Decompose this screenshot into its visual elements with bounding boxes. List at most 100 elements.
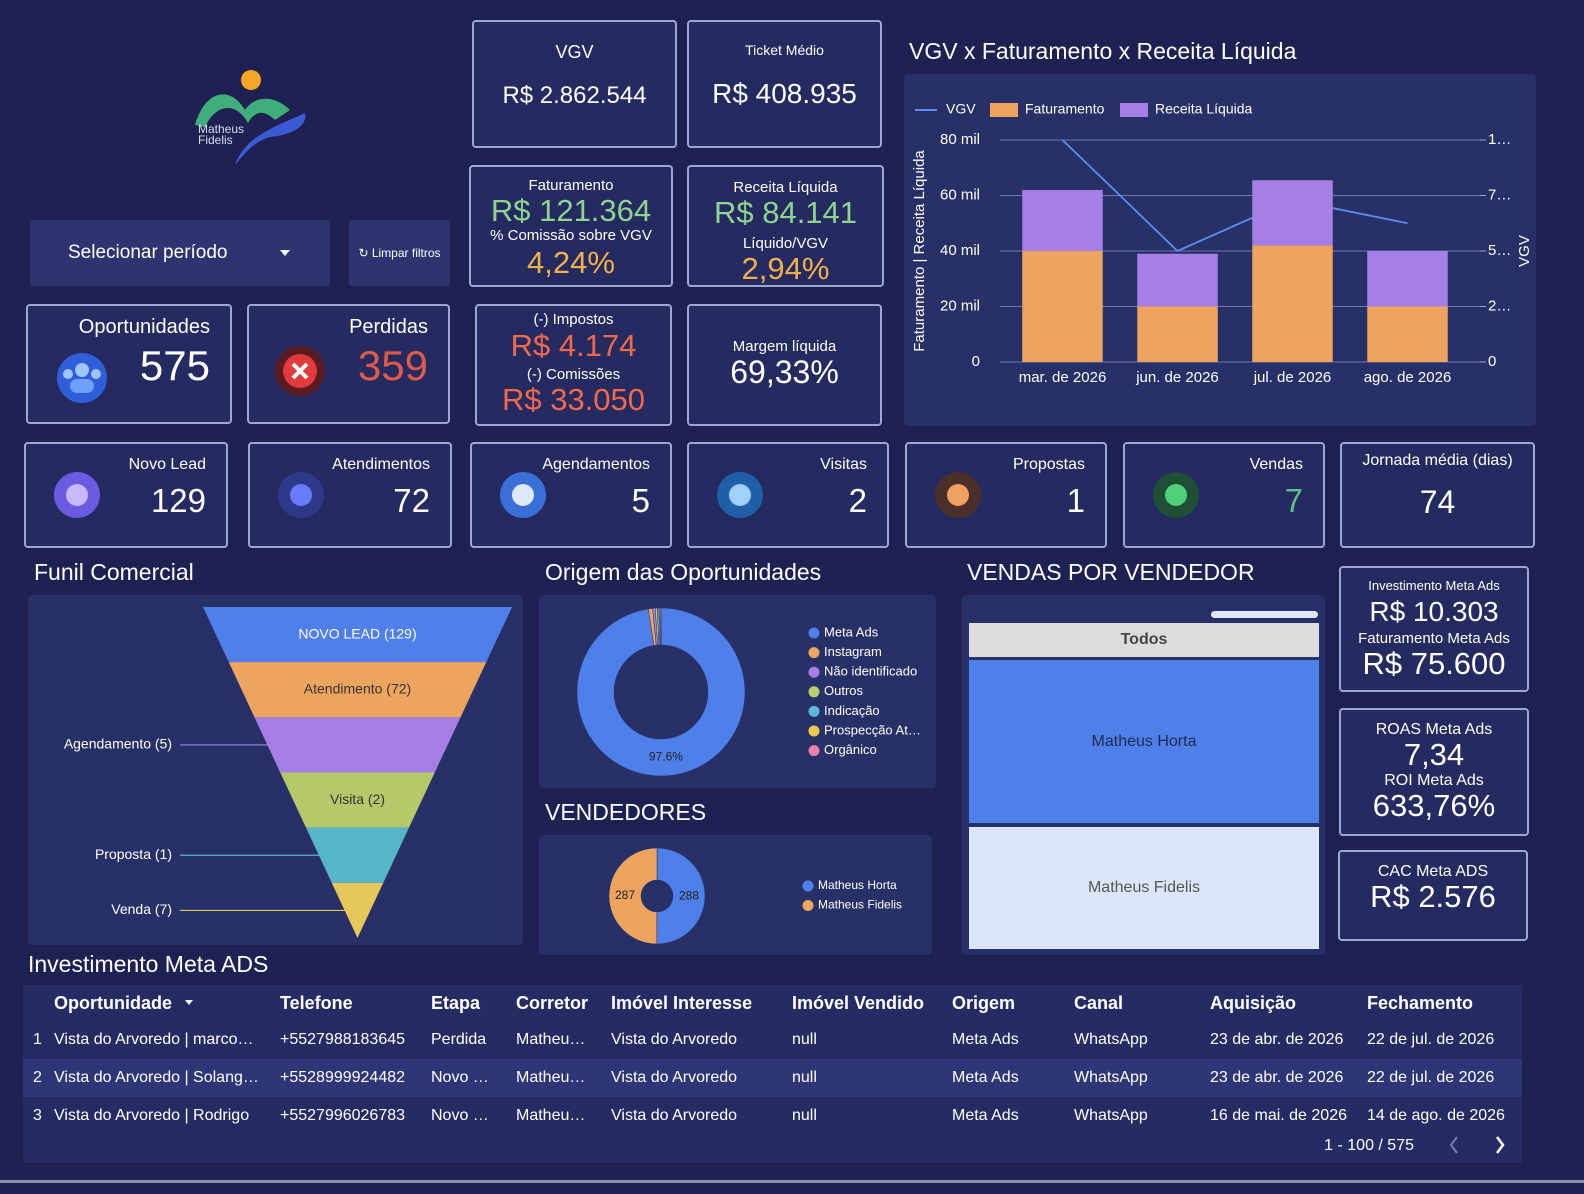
logo-dot <box>241 70 261 90</box>
stage-icon <box>1153 472 1199 518</box>
legend-label: Indicação <box>824 703 880 718</box>
bottom-bar <box>0 1180 1584 1183</box>
column-header: Telefone <box>280 993 353 1013</box>
sort-icon[interactable] <box>185 1000 193 1006</box>
column-header: Imóvel Vendido <box>792 993 925 1013</box>
kpi-label: (-) Impostos <box>533 311 614 328</box>
kpi-label: Faturamento <box>528 177 614 194</box>
table-cell: 23 de abr. de 2026 <box>1210 1069 1344 1086</box>
logo-swoosh <box>235 113 306 165</box>
stage-card: Visitas 2 <box>687 442 889 548</box>
stage-icon <box>935 472 981 518</box>
stage-value: 1 <box>1066 482 1085 519</box>
stage-label: Propostas <box>1012 456 1085 473</box>
stage-label: Jornada média (dias) <box>1362 452 1513 469</box>
legend-swatch <box>808 686 820 698</box>
period-select[interactable]: Selecionar período <box>30 220 330 286</box>
legend-label: Matheus Fidelis <box>818 898 902 912</box>
table-cell: Vista do Arvoredo | Solang… <box>54 1069 259 1086</box>
stage-value: 2 <box>848 482 867 519</box>
legend-swatch <box>808 725 820 737</box>
kpi-card: Receita Líquida R$ 84.141 Líquido/VGV 2,… <box>687 165 884 287</box>
kpi-label: Faturamento Meta Ads <box>1358 630 1510 647</box>
table-cell: Meta Ads <box>952 1069 1019 1086</box>
table-cell: Vista do Arvoredo | marco… <box>54 1031 254 1048</box>
origem-chart: 97.6% Meta Ads Instagram Não identificado Ou… <box>576 607 921 777</box>
kpi-label: Investimento Meta Ads <box>1368 578 1500 593</box>
y-tick-label: 40 mil <box>940 242 980 259</box>
stage-card: Propostas 1 <box>905 442 1107 548</box>
sort-arrow <box>185 1000 193 1005</box>
kpi-card: Margem líquida 69,33% <box>687 304 882 426</box>
kpi-card: VGV R$ 2.862.544 <box>472 20 677 148</box>
table-cell: Vista do Arvoredo | Rodrigo <box>54 1107 250 1124</box>
table-cell: 22 de jul. de 2026 <box>1367 1069 1495 1086</box>
kpi-value: 7,34 <box>1403 737 1465 772</box>
kpi-card: Faturamento R$ 121.364 % Comissão sobre … <box>469 165 673 287</box>
pie-slice <box>656 847 706 945</box>
kpi-value: R$ 2.862.544 <box>502 82 647 109</box>
kpi-label: CAC Meta ADS <box>1377 863 1489 880</box>
column-header: Origem <box>952 993 1016 1013</box>
table-row: 3 Vista do Arvoredo | Rodrigo +55279960267… <box>23 1097 1522 1135</box>
y-tick-label: 20 mil <box>940 297 980 314</box>
kpi-value: R$ 408.935 <box>712 78 857 109</box>
table-cell: Vista do Arvoredo <box>611 1107 738 1124</box>
clear-filters[interactable]: ↻ Limpar filtros <box>349 220 450 286</box>
scrollbar[interactable] <box>1211 611 1318 618</box>
legend-label: Receita Líquida <box>1155 101 1253 117</box>
kpi-label: ROI Meta Ads <box>1384 772 1484 789</box>
column-header: Canal <box>1074 993 1124 1013</box>
table-cell: WhatsApp <box>1074 1031 1148 1048</box>
bar <box>1137 306 1218 362</box>
y-tick-label: 80 mil <box>940 131 980 148</box>
seller-block[interactable]: Matheus Horta <box>969 660 1319 823</box>
legend-swatch <box>802 880 814 892</box>
stage-value: 7 <box>1284 482 1303 519</box>
stage-icon <box>717 472 763 518</box>
pie-slice <box>659 607 662 646</box>
table-cell: Matheu… <box>516 1107 586 1124</box>
x-tick-label: ago. de 2026 <box>1364 369 1452 386</box>
y2-tick-label: 2… <box>1488 297 1511 314</box>
stage-value: 74 <box>1419 484 1456 520</box>
data-table: 1 - 100 / 575 Oportunidade Telefone Etapa C… <box>23 985 1522 1163</box>
logo-text: Fidelis <box>198 133 233 147</box>
row-index: 3 <box>33 1107 42 1124</box>
logo-wave <box>195 94 290 127</box>
seller-block[interactable]: Matheus Fidelis <box>969 827 1319 949</box>
x-tick-label: jun. de 2026 <box>1135 369 1219 386</box>
clear-label: ↻ Limpar filtros <box>358 246 441 260</box>
funnel-label: Venda (7) <box>111 901 172 917</box>
slice-label: 97.6% <box>649 749 683 763</box>
legend-label: Meta Ads <box>824 624 879 639</box>
legend-label: Prospecção At… <box>824 722 921 737</box>
funnel-label: Visita (2) <box>330 791 385 807</box>
funnel-segment <box>306 827 409 883</box>
kpi-value: R$ 10.303 <box>1369 596 1499 627</box>
funnel-segment <box>331 882 384 938</box>
section-title: Funil Comercial <box>34 559 194 585</box>
kpi-label: Receita Líquida <box>733 179 838 196</box>
stage-value: 129 <box>150 482 206 519</box>
table-cell: Vista do Arvoredo <box>611 1031 738 1048</box>
kpi-value: R$ 121.364 <box>490 193 652 228</box>
icon-glyph <box>66 484 88 506</box>
icon-glyph <box>947 484 969 506</box>
icon-glyph <box>290 484 312 506</box>
kpi-sub-label: % Comissão sobre VGV <box>490 227 652 244</box>
funnel-segment <box>228 662 487 718</box>
table-cell: null <box>792 1107 817 1124</box>
bar <box>1252 180 1333 246</box>
table-cell: 22 de jul. de 2026 <box>1367 1031 1495 1048</box>
legend-swatch <box>1120 103 1148 117</box>
stage-icon <box>54 472 100 518</box>
legend-swatch <box>990 103 1018 117</box>
bar <box>1022 251 1103 362</box>
funnel-label: Proposta (1) <box>95 846 172 862</box>
pager-arrows[interactable] <box>1449 1135 1509 1155</box>
icon-glyph <box>729 484 751 506</box>
icon-glyph <box>512 484 534 506</box>
filter-all[interactable]: Todos <box>969 623 1319 657</box>
kpi-value: R$ 84.141 <box>713 195 858 230</box>
